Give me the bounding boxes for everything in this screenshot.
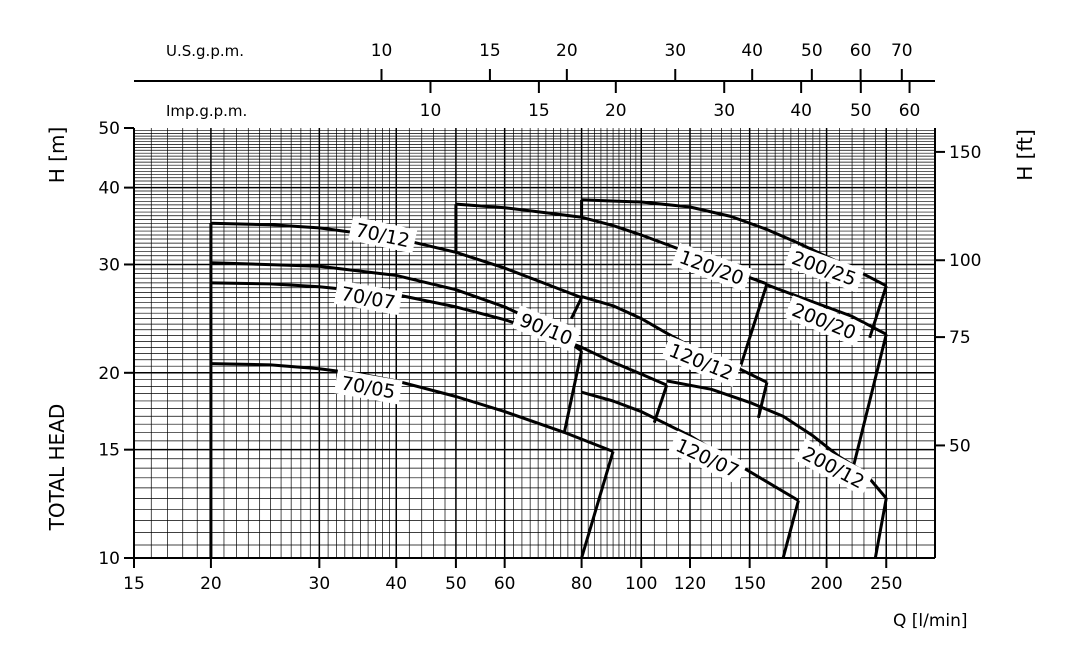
x-tick-label: 100	[625, 574, 657, 594]
us-gpm-tick-label: 40	[741, 41, 763, 61]
y-tick-label: 20	[98, 364, 120, 384]
y-tick-label: 40	[98, 179, 120, 199]
curve-label-200-25: 200/25	[783, 243, 865, 293]
envelope-line	[652, 384, 669, 424]
y-tick-label: 15	[98, 441, 120, 461]
curve-label-bg	[784, 295, 865, 347]
envelope-line	[850, 333, 888, 473]
envelope-line	[570, 296, 583, 320]
curve-70-07	[210, 281, 668, 387]
imp-gpm-tick-label: 40	[790, 101, 812, 121]
x-tick-label: 150	[733, 574, 765, 594]
pump-curves	[210, 198, 888, 502]
curve-label-text: 70/05	[339, 372, 397, 403]
curve-label-bg	[783, 243, 865, 293]
curve-label-bg	[794, 438, 874, 496]
x-tick-label: 250	[870, 574, 902, 594]
curve-label-70-12: 70/12	[348, 216, 418, 254]
x-tick-label: 15	[123, 574, 145, 594]
curve-120-07	[581, 390, 800, 502]
curve-label-bg	[333, 369, 403, 405]
us-gpm-tick-label: 50	[801, 41, 823, 61]
y-tick-label: 50	[98, 119, 120, 139]
x-axis-title: Q [l/min]	[893, 611, 968, 631]
envelope-line	[756, 381, 769, 419]
us-gpm-label: U.S.g.p.m.	[166, 42, 244, 60]
y-tick-label: 10	[98, 549, 120, 569]
grid	[134, 128, 935, 558]
x-tick-label: 60	[494, 574, 516, 594]
imp-gpm-tick-label: 20	[605, 101, 627, 121]
us-gpm-tick-label: 30	[664, 41, 686, 61]
top-axes: U.S.g.p.m. Imp.g.p.m. 10 15 20 30 40 50 60 70 10 15…	[134, 41, 935, 121]
x-tick-label: 50	[445, 574, 467, 594]
imp-gpm-tick-label: 30	[713, 101, 735, 121]
curve-labels: 70/1270/0770/0590/10120/20120/12120/0720…	[333, 216, 874, 496]
plot-frame	[124, 127, 945, 568]
y-axis-title-total-head: TOTAL HEAD	[45, 404, 69, 532]
ft-tick-label: 100	[949, 251, 981, 271]
y-axis-title-ft: H [ft]	[1013, 129, 1037, 181]
envelope-line	[562, 350, 584, 433]
curve-label-bg	[661, 335, 742, 387]
y-axis-title-m: H [m]	[45, 127, 69, 183]
curve-label-bg	[348, 216, 418, 254]
curve-label-bg	[333, 280, 403, 316]
envelope-lines	[209, 199, 888, 559]
envelope-line	[580, 451, 615, 559]
curve-label-text: 120/07	[672, 435, 742, 483]
ft-tick-label: 75	[949, 328, 971, 348]
x-tick-label: 120	[674, 574, 706, 594]
imp-gpm-tick-label: 15	[528, 101, 550, 121]
envelope-line	[873, 498, 888, 559]
x-tick-label: 200	[810, 574, 842, 594]
imp-gpm-label: Imp.g.p.m.	[166, 102, 247, 120]
us-gpm-tick-label: 20	[556, 41, 578, 61]
imp-gpm-tick-label: 10	[420, 101, 442, 121]
envelope-line	[739, 283, 769, 367]
curve-200-20	[766, 283, 887, 336]
curve-label-bg	[511, 305, 582, 353]
envelope-line	[868, 285, 888, 339]
us-gpm-tick-label: 60	[850, 41, 872, 61]
ft-tick-label: 150	[949, 143, 981, 163]
x-tick-label: 80	[571, 574, 593, 594]
envelope-line	[781, 500, 800, 559]
curve-70-12	[210, 221, 583, 300]
curve-label-bg	[667, 430, 748, 485]
y-tick-label: 30	[98, 255, 120, 275]
curve-label-120-07: 120/07	[667, 430, 748, 485]
us-gpm-tick-label: 10	[371, 41, 393, 61]
us-gpm-tick-label: 15	[479, 41, 501, 61]
x-tick-label: 30	[309, 574, 331, 594]
imp-gpm-tick-label: 50	[850, 101, 872, 121]
x-tick-label: 40	[385, 574, 407, 594]
x-tick-label: 20	[200, 574, 222, 594]
imp-gpm-tick-label: 60	[899, 101, 921, 121]
us-gpm-tick-label: 70	[891, 41, 913, 61]
curve-label-bg	[671, 242, 753, 292]
curve-70-05	[210, 362, 614, 453]
ft-tick-label: 50	[949, 436, 971, 456]
